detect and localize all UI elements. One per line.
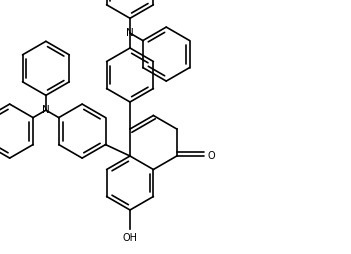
Text: O: O xyxy=(208,151,216,161)
Text: N: N xyxy=(42,105,50,115)
Text: N: N xyxy=(126,28,134,38)
Text: OH: OH xyxy=(122,233,138,243)
